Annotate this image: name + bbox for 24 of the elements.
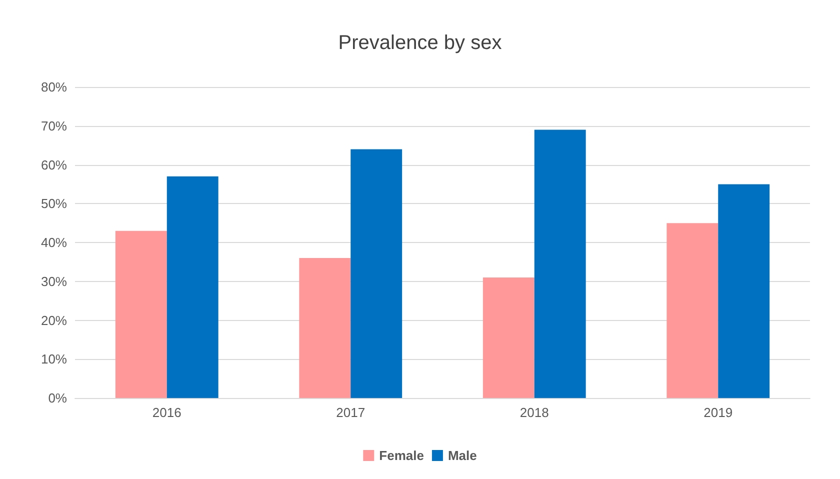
y-tick-label: 70% [40,118,68,134]
bar [482,277,534,398]
bar [115,230,167,398]
bar [666,223,718,398]
y-tick-label: 60% [40,157,68,172]
y-tick-label: 50% [40,196,68,212]
bar [166,176,218,398]
bar [534,130,586,398]
legend-label: Female [379,448,424,463]
legend-label: Male [448,448,477,463]
bar [718,184,770,398]
chart-title: Prevalence by sex [338,32,502,54]
bar [299,258,351,398]
x-tick-label: 2016 [152,405,182,420]
x-tick-label: 2017 [336,405,366,420]
y-tick-label: 10% [40,352,68,367]
y-tick-label: 20% [40,312,68,328]
y-tick-label: 40% [40,235,68,250]
y-tick-label: 80% [40,80,68,94]
y-tick-label: 30% [40,274,68,289]
bar [350,149,402,398]
x-tick-label: 2019 [704,405,733,420]
y-tick-label: 0% [48,390,68,406]
x-tick-label: 2018 [520,405,549,420]
